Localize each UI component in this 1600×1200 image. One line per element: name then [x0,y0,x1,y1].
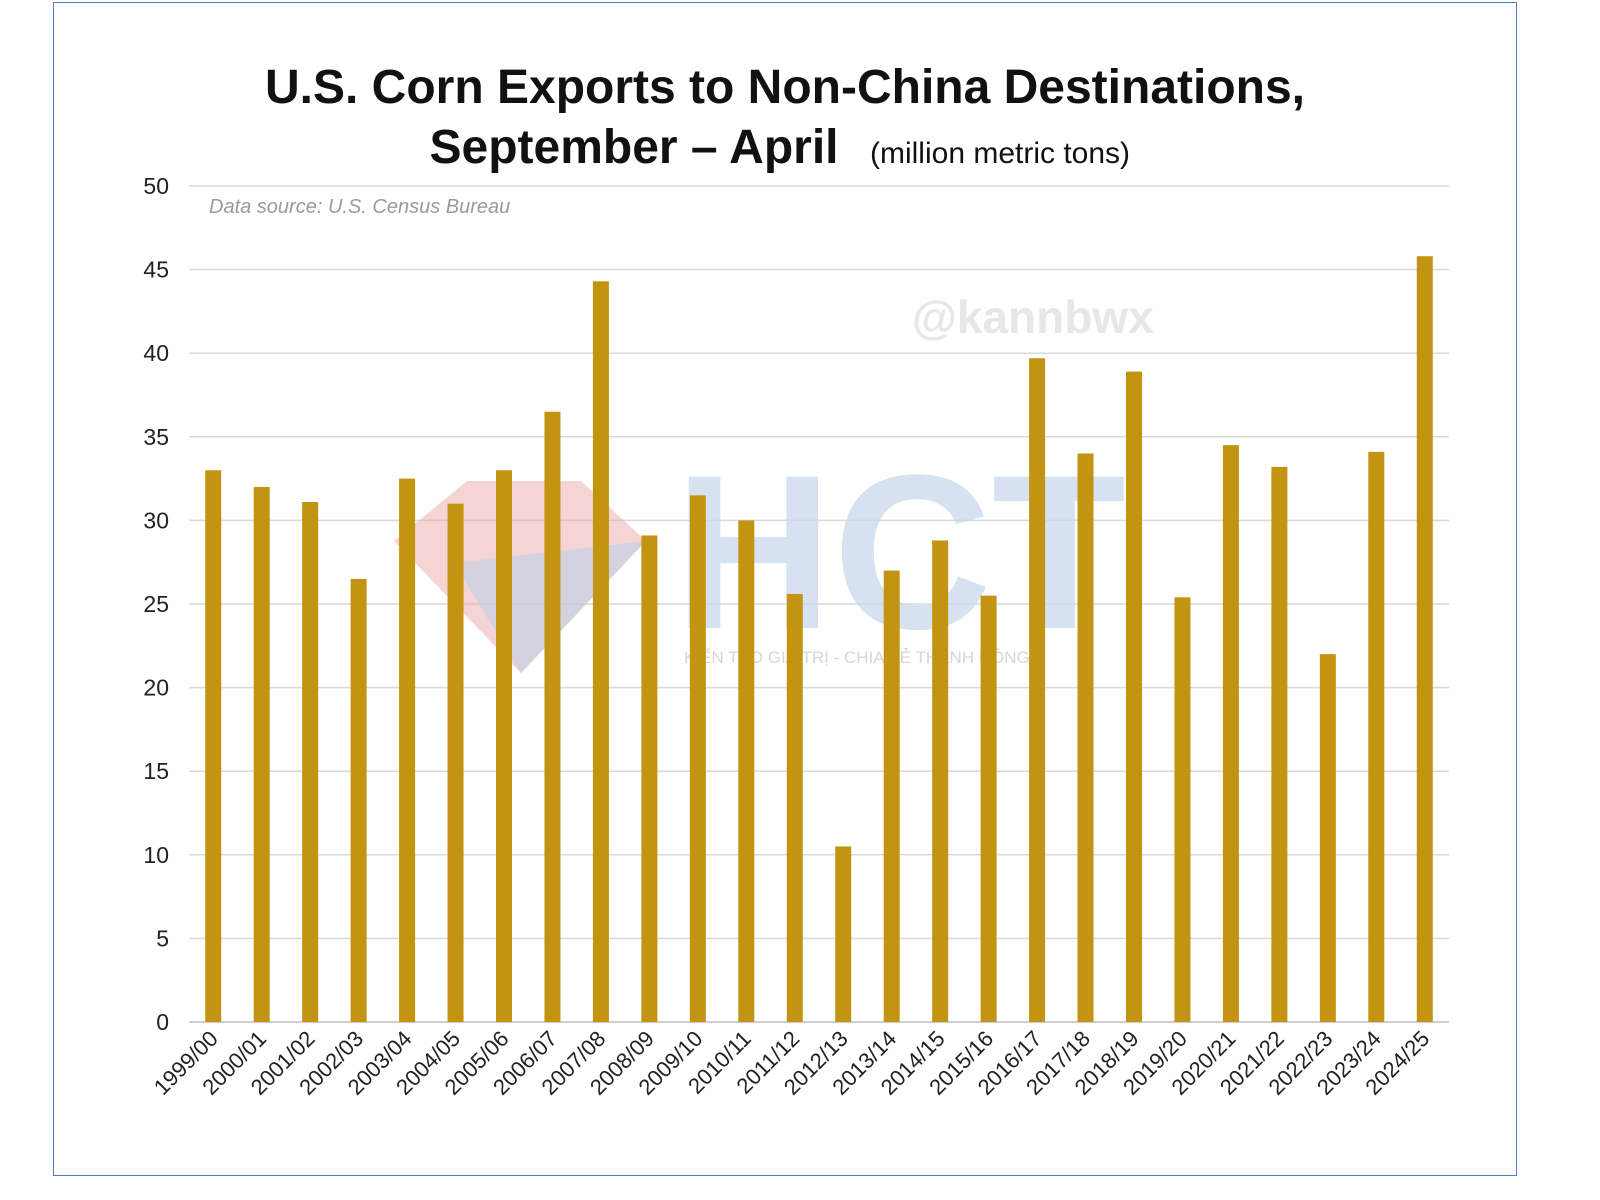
y-axis-ticks: 0 5 10 15 20 25 30 35 40 45 50 [143,173,169,1035]
y-tick-label: 15 [143,758,169,784]
y-tick-label: 0 [156,1009,169,1035]
y-tick-label: 5 [156,925,169,951]
bar-2012-13 [835,846,852,1022]
bar-2024-25 [1416,256,1433,1022]
bar-2019-20 [1174,597,1191,1022]
bar-2018-19 [1126,371,1142,1022]
bar-2015-16 [980,595,997,1022]
bar-2008-09 [641,535,658,1022]
chart-title-line1: U.S. Corn Exports to Non-China Destinati… [265,61,1305,114]
bar-2005-06 [496,470,512,1022]
bar-2022-23 [1319,654,1336,1022]
y-tick-label: 40 [143,340,169,366]
y-tick-label: 20 [143,675,169,701]
bar-2011-12 [786,593,803,1022]
bar-2006-07 [544,411,561,1023]
bar-2017-18 [1077,453,1094,1022]
bar-2002-03 [350,578,367,1022]
hct-tagline: KIẾN TẠO GIÁ TRỊ - CHIA SẺ THÀNH CÔNG [684,648,1030,667]
bar-2010-11 [738,520,755,1022]
bar-2009-10 [689,495,706,1022]
bar-2004-05 [447,503,464,1022]
y-tick-label: 25 [143,591,169,617]
bar-1999-00 [205,470,222,1022]
bar-2016-17 [1029,358,1046,1022]
bars [205,256,1433,1023]
handle-watermark: @kannbwx [912,291,1154,343]
bar-2020-21 [1222,445,1239,1022]
bar-2007-08 [592,281,609,1023]
y-tick-label: 10 [143,842,169,868]
bar-2013-14 [883,570,900,1022]
bar-2023-24 [1368,451,1385,1022]
gridlines [189,185,1449,1023]
y-tick-label: 50 [143,173,169,199]
y-tick-label: 35 [143,424,169,450]
chart-frame: HCT KIẾN TẠO GIÁ TRỊ - CHIA SẺ THÀNH CÔN… [53,2,1517,1176]
bar-2001-02 [302,502,319,1022]
bar-2014-15 [932,540,949,1022]
bar-2021-22 [1271,466,1288,1022]
data-source-note: Data source: U.S. Census Bureau [209,196,510,218]
x-axis-ticks: 1999/002000/012001/022002/032003/042004/… [149,1026,1434,1100]
y-tick-label: 30 [143,507,169,533]
bar-2000-01 [253,486,270,1023]
y-tick-label: 45 [143,257,169,283]
chart-title-line2: September – April [429,121,838,174]
bar-chart: HCT KIẾN TẠO GIÁ TRỊ - CHIA SẺ THÀNH CÔN… [143,61,1449,1100]
bar-2003-04 [399,478,416,1023]
chart-unit-label: (million metric tons) [870,137,1130,170]
